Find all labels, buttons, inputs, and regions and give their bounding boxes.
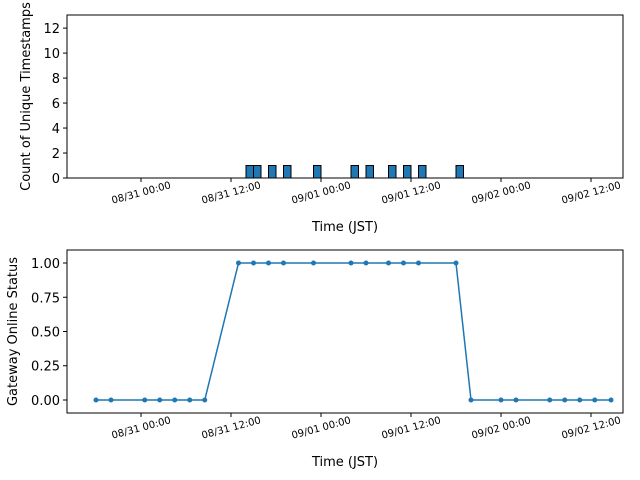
point [453, 260, 459, 266]
y-tick-label: 4 [52, 122, 60, 137]
point [592, 397, 598, 403]
x-tick-label: 08/31 12:00 [201, 180, 263, 206]
x-tick-label: 09/02 00:00 [471, 415, 533, 441]
y-tick-label: 1.00 [31, 257, 60, 272]
bar [313, 165, 322, 179]
point [608, 397, 614, 403]
bar [455, 165, 464, 179]
y-tick-label: 0.75 [31, 291, 60, 306]
y-axis-label: Count of Unique Timestamps [19, 2, 34, 191]
point [266, 260, 271, 266]
x-tick-label: 08/31 12:00 [201, 415, 263, 441]
x-tick-label: 09/02 12:00 [561, 415, 623, 441]
x-tick-label: 09/01 12:00 [381, 415, 443, 441]
point [311, 260, 316, 266]
point [251, 260, 256, 266]
x-axis-label: Time (JST) [311, 220, 378, 235]
point [202, 397, 208, 403]
x-tick-label: 08/31 00:00 [111, 415, 173, 441]
point [157, 397, 163, 403]
y-tick-label: 8 [52, 72, 60, 87]
point [401, 260, 406, 266]
y-tick-label: 0 [52, 172, 60, 187]
x-tick-label: 09/02 00:00 [471, 180, 533, 206]
point [562, 397, 568, 403]
point [386, 260, 391, 266]
y-tick-label: 2 [52, 147, 60, 162]
axes-frame [66, 14, 624, 179]
point [187, 397, 193, 403]
x-tick-label: 09/01 12:00 [381, 180, 443, 206]
bar [350, 165, 359, 179]
point [281, 260, 286, 266]
bar [365, 165, 374, 179]
point [468, 397, 474, 403]
bar [388, 165, 397, 179]
bar [418, 165, 427, 179]
bar [253, 165, 262, 179]
x-tick-label: 08/31 00:00 [111, 180, 173, 206]
point [498, 397, 504, 403]
point [236, 260, 241, 266]
x-axis-label: Time (JST) [311, 455, 378, 470]
point [416, 260, 421, 266]
y-tick-label: 12 [43, 22, 60, 37]
axes-frame [66, 249, 624, 414]
y-tick-label: 6 [52, 97, 60, 112]
y-tick-label: 10 [43, 47, 60, 62]
y-tick-label: 0.50 [31, 326, 60, 341]
point [348, 260, 354, 266]
point [363, 260, 369, 266]
line [96, 262, 611, 401]
bar [283, 165, 292, 179]
bar [268, 165, 277, 179]
point [108, 397, 114, 403]
bar [403, 165, 412, 179]
x-tick-label: 09/01 00:00 [291, 180, 353, 206]
y-tick-label: 0.25 [31, 360, 60, 375]
point [547, 397, 553, 403]
point [93, 397, 99, 403]
point [513, 397, 519, 403]
x-tick-label: 09/02 12:00 [561, 180, 623, 206]
y-axis-label: Gateway Online Status [6, 257, 21, 406]
point [172, 397, 178, 403]
bar [245, 165, 254, 179]
x-tick-label: 09/01 00:00 [291, 415, 353, 441]
point [142, 397, 148, 403]
y-tick-label: 0.00 [31, 394, 60, 409]
point [577, 397, 583, 403]
